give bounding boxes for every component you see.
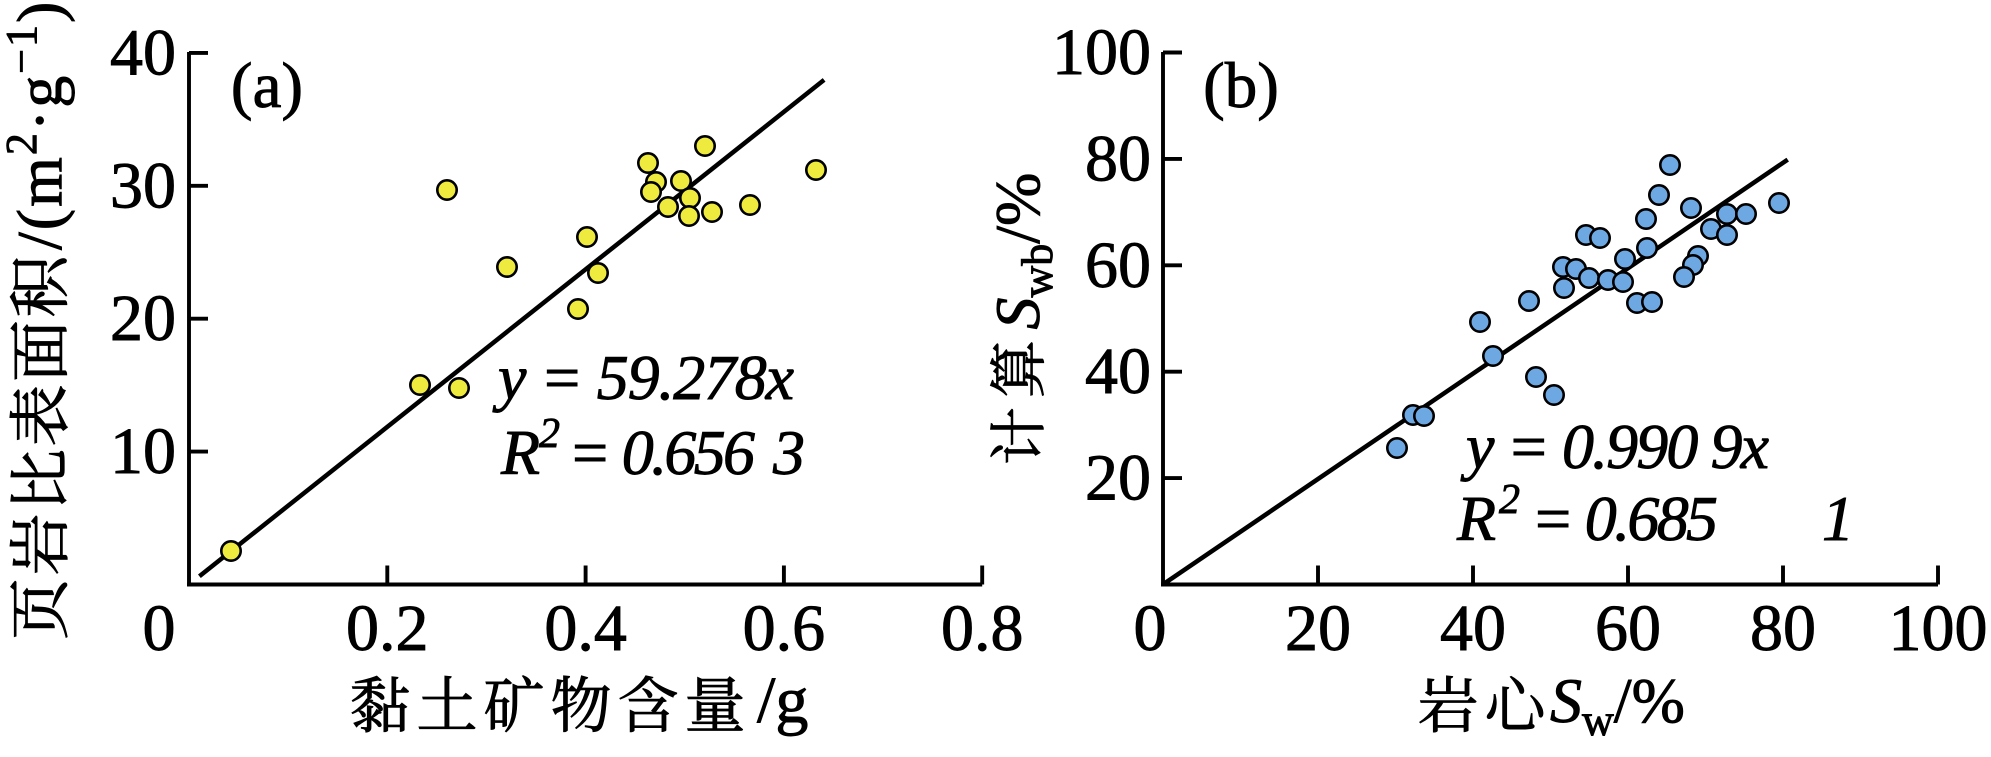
svg-text:R: R (500, 417, 540, 488)
svg-text:1: 1 (1822, 483, 1854, 554)
svg-text:(b): (b) (1203, 50, 1279, 122)
svg-text:Sw/%: Sw/% (1550, 665, 1685, 745)
svg-text:10: 10 (110, 415, 176, 488)
svg-text:20: 20 (110, 282, 176, 355)
svg-text:40: 40 (110, 16, 176, 89)
svg-text:0: 0 (1134, 592, 1167, 665)
svg-text:100: 100 (1889, 592, 1988, 665)
svg-text:3: 3 (772, 417, 805, 488)
svg-text:2: 2 (1499, 477, 1520, 523)
svg-text:= 0.685: = 0.685 (1531, 483, 1718, 554)
svg-text:80: 80 (1085, 122, 1151, 195)
svg-text:2: 2 (539, 411, 560, 457)
svg-text:60: 60 (1595, 592, 1661, 665)
svg-text:y = 0.990 9x: y = 0.990 9x (1460, 411, 1769, 482)
svg-text:80: 80 (1750, 592, 1816, 665)
svg-text:= 0.656: = 0.656 (568, 417, 755, 488)
svg-text:20: 20 (1285, 592, 1351, 665)
svg-text:(a): (a) (231, 50, 303, 122)
svg-text:/(m2·g−1): /(m2·g−1) (0, 0, 75, 250)
svg-text:0.6: 0.6 (743, 592, 826, 665)
svg-text:y = 59.278x: y = 59.278x (492, 342, 794, 413)
svg-text:/g: /g (757, 664, 808, 737)
svg-text:40: 40 (1085, 335, 1151, 408)
svg-text:0.4: 0.4 (544, 592, 627, 665)
svg-text:Swb/%: Swb/% (982, 173, 1062, 330)
svg-text:20: 20 (1085, 442, 1151, 515)
svg-text:R: R (1456, 483, 1496, 554)
svg-text:30: 30 (110, 149, 176, 222)
svg-text:0: 0 (143, 592, 176, 665)
svg-text:60: 60 (1085, 229, 1151, 302)
svg-text:0.2: 0.2 (346, 592, 429, 665)
svg-text:40: 40 (1440, 592, 1506, 665)
svg-text:100: 100 (1052, 16, 1151, 89)
svg-text:0.8: 0.8 (941, 592, 1024, 665)
